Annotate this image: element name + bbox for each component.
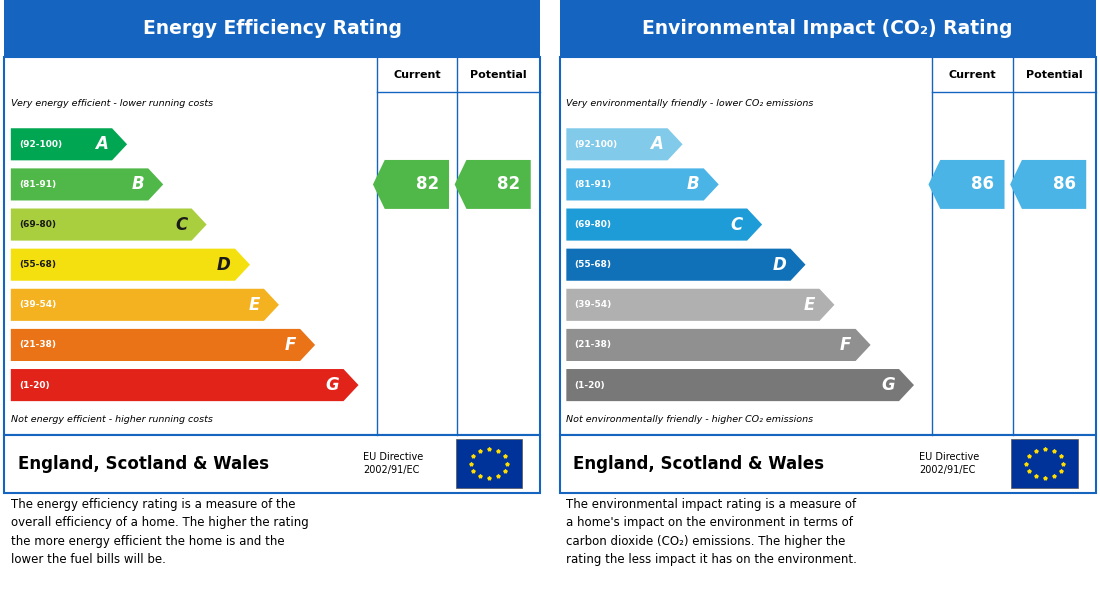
- Polygon shape: [373, 160, 449, 209]
- Polygon shape: [566, 369, 914, 401]
- Text: Very environmentally friendly - lower CO₂ emissions: Very environmentally friendly - lower CO…: [566, 99, 814, 108]
- Text: (69-80): (69-80): [19, 220, 56, 229]
- Text: B: B: [131, 176, 144, 193]
- Text: E: E: [249, 296, 260, 314]
- Bar: [1012, 439, 1078, 488]
- Text: D: D: [772, 256, 786, 274]
- Polygon shape: [11, 289, 279, 321]
- Bar: [560, 0, 1096, 57]
- Text: (21-38): (21-38): [574, 340, 612, 349]
- Polygon shape: [11, 248, 250, 281]
- Text: F: F: [285, 336, 296, 354]
- Text: The energy efficiency rating is a measure of the
overall efficiency of a home. T: The energy efficiency rating is a measur…: [11, 498, 309, 566]
- Bar: [560, 57, 1096, 435]
- Polygon shape: [566, 289, 835, 321]
- Text: (1-20): (1-20): [19, 381, 50, 390]
- Text: C: C: [730, 215, 743, 234]
- Text: (21-38): (21-38): [19, 340, 56, 349]
- Bar: [4, 57, 540, 435]
- Text: Potential: Potential: [471, 70, 527, 80]
- Text: (55-68): (55-68): [19, 260, 56, 269]
- Text: F: F: [840, 336, 851, 354]
- Text: 86: 86: [971, 176, 994, 193]
- Text: (92-100): (92-100): [574, 140, 617, 149]
- Polygon shape: [566, 129, 683, 160]
- Polygon shape: [566, 209, 762, 241]
- Text: Not environmentally friendly - higher CO₂ emissions: Not environmentally friendly - higher CO…: [566, 415, 814, 424]
- Text: EU Directive
2002/91/EC: EU Directive 2002/91/EC: [918, 452, 979, 475]
- Text: C: C: [175, 215, 187, 234]
- Polygon shape: [566, 248, 805, 281]
- Text: Current: Current: [948, 70, 997, 80]
- Text: England, Scotland & Wales: England, Scotland & Wales: [18, 455, 268, 472]
- Text: A: A: [95, 135, 108, 153]
- Polygon shape: [11, 369, 359, 401]
- Text: The environmental impact rating is a measure of
a home's impact on the environme: The environmental impact rating is a mea…: [566, 498, 857, 566]
- Text: (69-80): (69-80): [574, 220, 612, 229]
- Text: Environmental Impact (CO₂) Rating: Environmental Impact (CO₂) Rating: [642, 19, 1013, 38]
- Bar: [456, 439, 522, 488]
- Polygon shape: [1010, 160, 1086, 209]
- Polygon shape: [11, 168, 163, 201]
- Polygon shape: [454, 160, 530, 209]
- Text: E: E: [804, 296, 815, 314]
- Text: EU Directive
2002/91/EC: EU Directive 2002/91/EC: [363, 452, 424, 475]
- Polygon shape: [11, 329, 315, 361]
- Polygon shape: [928, 160, 1004, 209]
- Bar: [4, 0, 540, 57]
- Text: England, Scotland & Wales: England, Scotland & Wales: [573, 455, 824, 472]
- Polygon shape: [566, 329, 870, 361]
- Text: (55-68): (55-68): [574, 260, 612, 269]
- Text: G: G: [326, 376, 339, 394]
- Text: B: B: [686, 176, 700, 193]
- Text: Energy Efficiency Rating: Energy Efficiency Rating: [143, 19, 402, 38]
- Bar: [560, 435, 1096, 493]
- Text: G: G: [881, 376, 894, 394]
- Text: A: A: [650, 135, 663, 153]
- Text: 86: 86: [1053, 176, 1076, 193]
- Polygon shape: [566, 168, 718, 201]
- Text: 82: 82: [497, 176, 520, 193]
- Text: (39-54): (39-54): [574, 300, 612, 309]
- Text: (92-100): (92-100): [19, 140, 62, 149]
- Text: (1-20): (1-20): [574, 381, 605, 390]
- Polygon shape: [11, 209, 207, 241]
- Text: (39-54): (39-54): [19, 300, 56, 309]
- Polygon shape: [11, 129, 128, 160]
- Text: Potential: Potential: [1026, 70, 1082, 80]
- Text: Current: Current: [393, 70, 441, 80]
- Text: (81-91): (81-91): [19, 180, 56, 189]
- Text: D: D: [217, 256, 231, 274]
- Text: Not energy efficient - higher running costs: Not energy efficient - higher running co…: [11, 415, 212, 424]
- Text: 82: 82: [416, 176, 439, 193]
- Text: Very energy efficient - lower running costs: Very energy efficient - lower running co…: [11, 99, 213, 108]
- Text: (81-91): (81-91): [574, 180, 612, 189]
- Bar: [4, 435, 540, 493]
